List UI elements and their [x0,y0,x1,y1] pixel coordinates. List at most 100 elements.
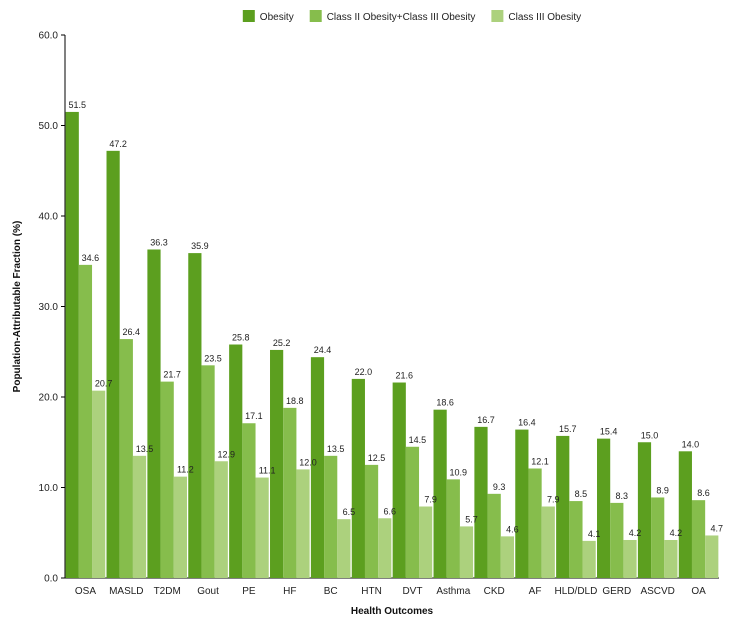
data-label: 15.4 [600,427,618,437]
y-tick-label: 0.0 [44,574,58,585]
data-label: 7.9 [547,495,560,505]
data-label: 4.2 [629,528,642,538]
legend-swatch [309,10,322,22]
bar [378,518,392,578]
bar [515,429,529,578]
bar [569,501,583,578]
data-label: 8.3 [616,491,629,501]
data-label: 11.1 [259,466,276,476]
data-label: 6.6 [384,506,397,516]
bar [487,493,501,578]
data-label: 12.5 [368,453,386,463]
data-label: 18.6 [436,398,454,408]
y-tick-label: 60.0 [39,31,59,42]
data-label: 4.6 [506,524,519,534]
bar [132,455,147,578]
x-tick-label: PE [242,586,256,597]
x-tick-label: MASLD [109,586,143,597]
bar [610,502,624,578]
data-label: 35.9 [191,241,209,251]
bar [597,438,611,578]
bar [637,442,652,578]
bar [242,423,256,578]
x-axis: OSA MASLD T2DM Gout PE HF BC HTN DVT Asthma CKD AF H… [65,577,719,597]
y-tick-label: 30.0 [39,302,59,313]
x-tick-label: HTN [361,586,382,597]
data-label: 21.6 [395,371,413,381]
x-tick-label: Gout [197,586,219,597]
bar [678,451,692,578]
bar [188,253,202,579]
bar [405,446,420,578]
bar [255,477,269,578]
bar [78,264,93,578]
x-tick-label: HLD/DLD [555,586,598,597]
data-label: 23.5 [204,353,222,363]
data-label: 51.5 [68,100,86,110]
bar [541,506,555,578]
bar [296,469,310,578]
data-label: 10.9 [450,467,468,477]
data-label: 9.3 [493,482,506,492]
x-tick-label: GERD [602,586,631,597]
x-tick-label: T2DM [154,586,181,597]
data-label: 4.7 [711,523,724,533]
x-tick-label: CKD [484,586,505,597]
x-tick-label: OSA [75,586,96,597]
data-label: 8.6 [697,488,710,498]
legend-label: Obesity [260,12,294,23]
x-tick-label: Asthma [436,586,470,597]
bar [433,409,447,578]
data-label: 6.5 [343,507,356,517]
bar [214,461,228,578]
data-label: 11.2 [177,465,194,475]
bar [651,497,665,578]
bar [392,382,406,578]
bar [500,536,514,578]
y-tick-label: 40.0 [39,212,59,223]
x-tick-label: ASCVD [640,586,674,597]
bar [582,540,596,578]
x-tick-label: AF [529,586,542,597]
bar [147,249,161,579]
data-label: 20.7 [95,379,113,389]
legend-swatch [242,10,255,22]
bar [691,500,706,578]
bar [459,526,474,578]
bar [474,426,488,578]
data-label: 14.0 [682,439,700,449]
legend-swatch [491,10,504,22]
data-label: 4.1 [588,529,601,539]
x-tick-label: OA [691,586,706,597]
bar [528,468,542,578]
x-axis-title: Health Outcomes [351,606,434,617]
data-label: 21.7 [163,370,181,380]
data-label: 15.7 [559,424,577,434]
bar [364,464,379,578]
y-tick-label: 20.0 [39,393,59,404]
data-label: 15.0 [641,430,659,440]
y-axis: 0.0 10.0 20.0 30.0 40.0 50.0 60.0 [39,31,66,585]
legend-label: Class II Obesity+Class III Obesity [327,12,476,23]
data-label: 12.9 [217,449,235,459]
data-label: 36.3 [150,237,168,247]
data-label: 24.4 [314,345,332,355]
bar [419,506,433,578]
bar [229,344,243,578]
x-tick-label: BC [324,586,338,597]
data-label: 8.9 [656,485,669,495]
bar [283,407,297,578]
bar [324,455,338,578]
data-label: 17.1 [245,411,263,421]
bar [65,111,79,579]
bar [160,381,174,578]
bar [270,349,284,578]
bar [556,435,570,578]
y-axis-title: Population-Attributable Fraction (%) [12,221,23,393]
x-tick-label: DVT [402,586,422,597]
bar [310,357,325,578]
bar [623,539,637,578]
legend-item: Class III Obesity [491,10,581,23]
bar [446,479,460,578]
